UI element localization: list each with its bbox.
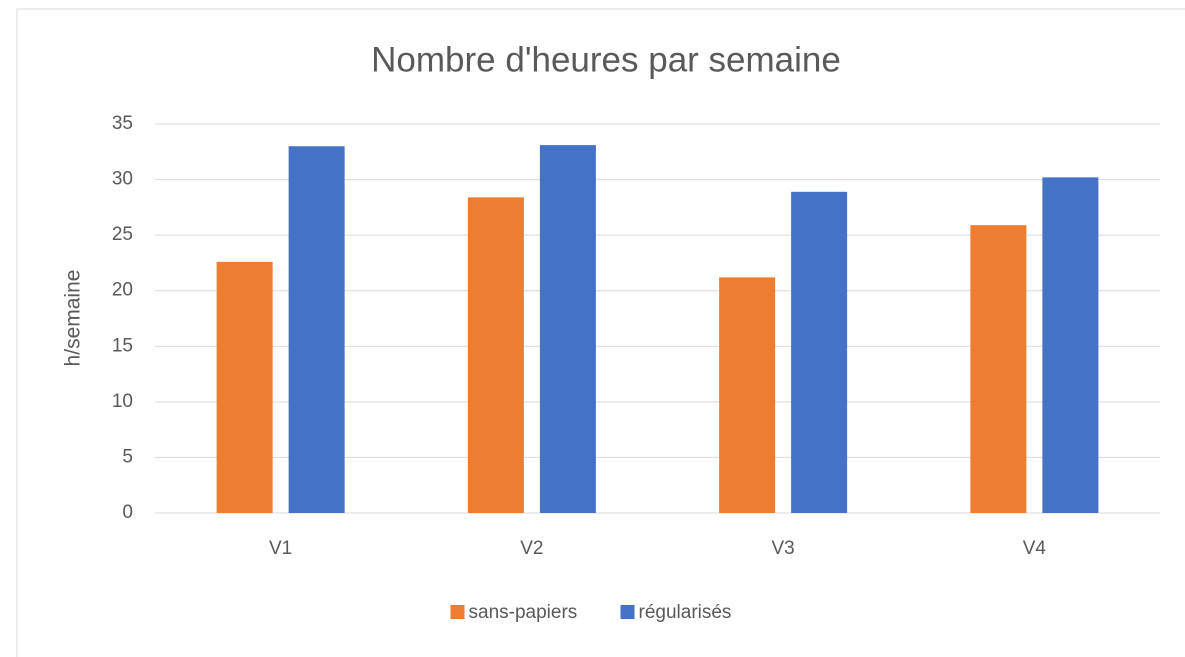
x-tick-label: V3 [772, 538, 795, 559]
bar [791, 191, 848, 513]
y-tick-label: 25 [112, 224, 133, 245]
x-tick-label: V4 [1023, 538, 1047, 559]
y-tick-label: 15 [112, 335, 133, 356]
y-tick-label: 35 [112, 113, 133, 134]
chart-title: Nombre d'heures par semaine [371, 40, 841, 79]
bar [467, 197, 524, 513]
bar [288, 146, 345, 513]
bar [1042, 177, 1099, 513]
y-axis-label: h/semaine [62, 270, 85, 367]
y-tick-label: 10 [112, 391, 133, 412]
y-tick-label: 20 [112, 280, 133, 301]
y-tick-label: 0 [122, 502, 133, 523]
legend-swatch [620, 605, 635, 619]
y-tick-label: 5 [122, 446, 133, 467]
bar [216, 261, 273, 513]
legend-label: régularisés [639, 602, 732, 623]
bar [539, 145, 596, 514]
bar [719, 277, 776, 513]
bar [970, 225, 1027, 513]
legend-swatch [450, 605, 465, 619]
legend-label: sans-papiers [469, 602, 578, 623]
x-tick-label: V2 [520, 538, 543, 559]
y-tick-label: 30 [112, 169, 133, 190]
x-tick-label: V1 [269, 538, 292, 559]
